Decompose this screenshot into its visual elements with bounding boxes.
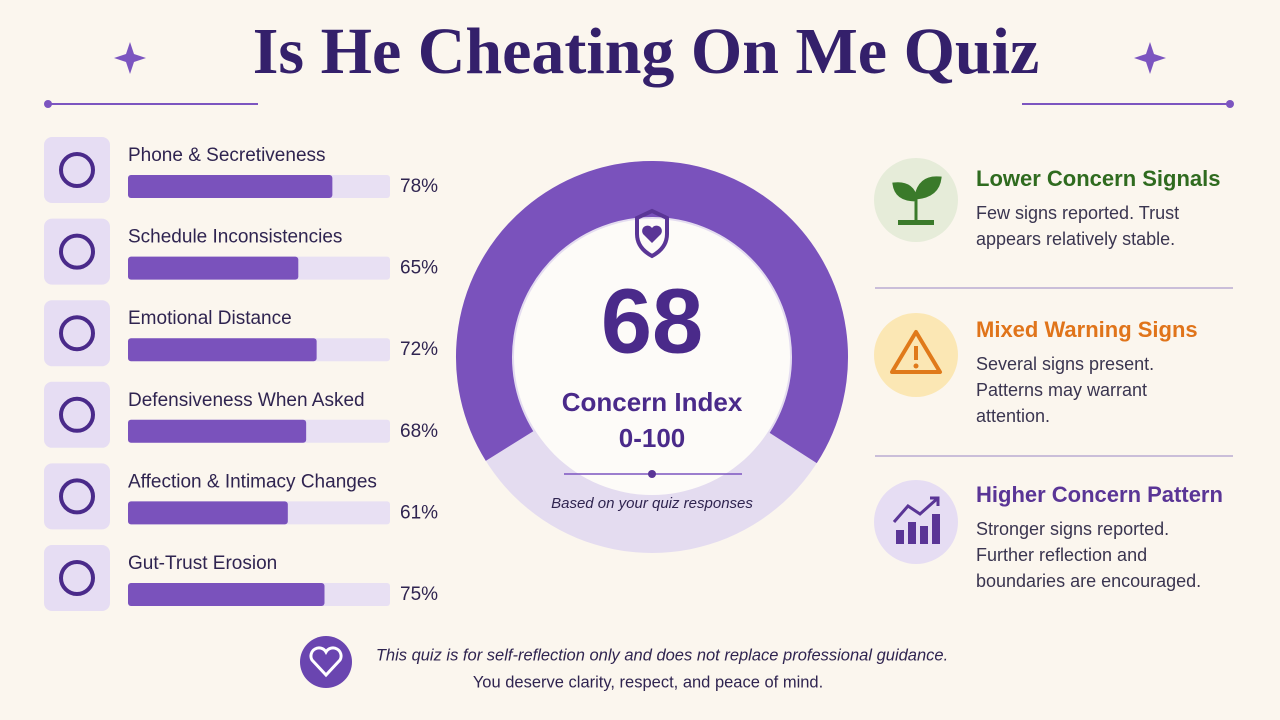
footer-text: You deserve clarity, respect, and peace … (473, 673, 823, 691)
sparkle (114, 42, 146, 74)
gauge-note: Based on your quiz responses (551, 495, 753, 512)
factor-icon-bg (44, 218, 110, 285)
level-text: Further reflection and (976, 545, 1147, 565)
bar-value-label: 75% (400, 584, 438, 605)
chart-icon (892, 496, 940, 523)
level-title: Mixed Warning Signs (976, 317, 1198, 342)
factor-label: Defensiveness When Asked (128, 390, 365, 411)
factor-icon (59, 478, 95, 515)
level-title: Lower Concern Signals (976, 166, 1221, 191)
factor-label: Emotional Distance (128, 308, 292, 329)
divider-dot (44, 100, 52, 108)
level-text: Patterns may warrant (976, 380, 1147, 400)
bar (128, 583, 325, 606)
factor-label: Gut-Trust Erosion (128, 553, 277, 574)
factor-icon-bg (44, 137, 110, 203)
divider-dot (648, 470, 656, 478)
divider-dot (1226, 100, 1234, 108)
sparkle (1134, 42, 1166, 74)
sprout-icon (898, 220, 934, 225)
level-text: boundaries are encouraged. (976, 571, 1201, 591)
factor-icon-bg (44, 381, 110, 448)
gauge-value: 68 (601, 270, 703, 372)
heart-icon (642, 225, 662, 243)
warning-icon (890, 330, 942, 374)
factor-icon (59, 233, 95, 270)
bar-value-label: 68% (400, 421, 438, 442)
factor-icon (59, 315, 95, 352)
bar-value-label: 78% (400, 176, 438, 197)
bar-value-label: 72% (400, 339, 438, 360)
factor-icon (59, 560, 95, 596)
gauge-label: Concern Index (562, 387, 743, 417)
gauge-arc (456, 161, 848, 464)
shield-icon (635, 208, 669, 259)
factor-label: Affection & Intimacy Changes (128, 471, 377, 492)
factor-label: Schedule Inconsistencies (128, 227, 342, 248)
factor-icon-bg (44, 300, 110, 367)
chart-icon (896, 514, 940, 544)
level-text: Few signs reported. Trust (976, 203, 1179, 223)
bar (128, 175, 333, 198)
level-text: attention. (976, 406, 1050, 426)
level-text: Stronger signs reported. (976, 519, 1169, 539)
footer-icon (300, 636, 352, 688)
gauge-center (514, 219, 790, 495)
footer-icon (309, 646, 343, 678)
level-text: appears relatively stable. (976, 229, 1175, 249)
factor-icon-bg (44, 545, 110, 611)
factor-icon (59, 152, 95, 188)
title: Is He Cheating On Me Quiz (253, 15, 1040, 88)
gauge-range: 0-100 (619, 423, 686, 453)
bar (128, 256, 299, 280)
factor-label: Phone & Secretiveness (128, 145, 326, 166)
level-text: Several signs present. (976, 354, 1154, 374)
factor-icon (59, 396, 95, 433)
bar-value-label: 65% (400, 258, 438, 279)
bar (128, 419, 307, 443)
footer-text: This quiz is for self-reflection only an… (376, 646, 948, 664)
factor-icon-bg (44, 463, 110, 530)
level-title: Higher Concern Pattern (976, 482, 1223, 507)
warning-icon (913, 363, 919, 369)
bar (128, 501, 288, 525)
bar-value-label: 61% (400, 502, 438, 523)
sprout-icon (892, 176, 942, 222)
bar (128, 338, 317, 362)
